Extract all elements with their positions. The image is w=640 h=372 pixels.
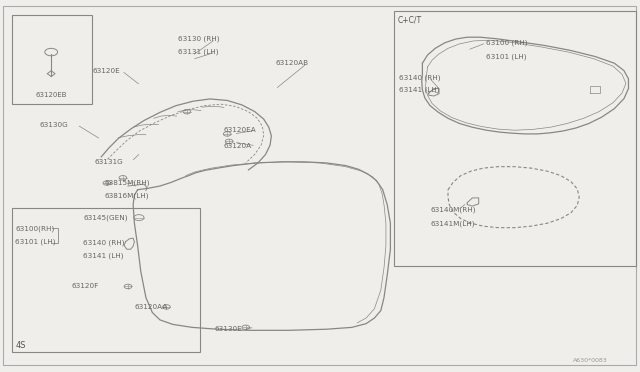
Text: 63140 (RH): 63140 (RH)	[83, 239, 125, 246]
Circle shape	[223, 132, 231, 136]
Circle shape	[103, 181, 111, 185]
Text: 63131 (LH): 63131 (LH)	[178, 49, 218, 55]
Text: 63130 (RH): 63130 (RH)	[178, 36, 220, 42]
Circle shape	[134, 215, 144, 221]
Text: 63120AA: 63120AA	[134, 304, 168, 310]
Circle shape	[119, 176, 127, 180]
Text: 63815M(RH): 63815M(RH)	[104, 179, 150, 186]
Text: 63100 (RH): 63100 (RH)	[486, 39, 528, 46]
Circle shape	[163, 305, 170, 309]
Text: 63130E: 63130E	[214, 326, 242, 332]
Text: A630*0083: A630*0083	[573, 358, 607, 363]
Circle shape	[242, 325, 250, 330]
Text: 63141 (LH): 63141 (LH)	[399, 87, 439, 93]
Text: 63131G: 63131G	[95, 159, 124, 165]
Text: 63120EA: 63120EA	[224, 127, 257, 133]
Bar	[394, 11, 636, 266]
Text: 63816M(LH): 63816M(LH)	[104, 192, 149, 199]
Text: 63130G: 63130G	[40, 122, 68, 128]
Circle shape	[183, 109, 191, 114]
Bar	[12, 15, 92, 104]
Text: 63101 (LH): 63101 (LH)	[486, 53, 527, 60]
Text: 4S: 4S	[16, 341, 26, 350]
Text: 63141 (LH): 63141 (LH)	[83, 252, 124, 259]
Text: 63141M(LH): 63141M(LH)	[431, 221, 476, 227]
Circle shape	[124, 284, 132, 289]
Text: 63120AB: 63120AB	[275, 60, 308, 66]
Circle shape	[45, 48, 58, 56]
Text: 63140 (RH): 63140 (RH)	[399, 74, 440, 81]
Text: 63140M(RH): 63140M(RH)	[431, 207, 476, 214]
Text: 63100(RH): 63100(RH)	[15, 225, 54, 232]
Text: 63120F: 63120F	[72, 283, 99, 289]
Text: 63120A: 63120A	[224, 143, 252, 149]
Circle shape	[225, 139, 233, 144]
Text: C+C/T: C+C/T	[398, 16, 422, 25]
Text: 63101 (LH): 63101 (LH)	[15, 238, 56, 245]
Text: 63145(GEN): 63145(GEN)	[83, 214, 128, 221]
Text: 63120E: 63120E	[93, 68, 120, 74]
Bar	[12, 208, 200, 352]
Text: 63120EB: 63120EB	[35, 92, 67, 98]
